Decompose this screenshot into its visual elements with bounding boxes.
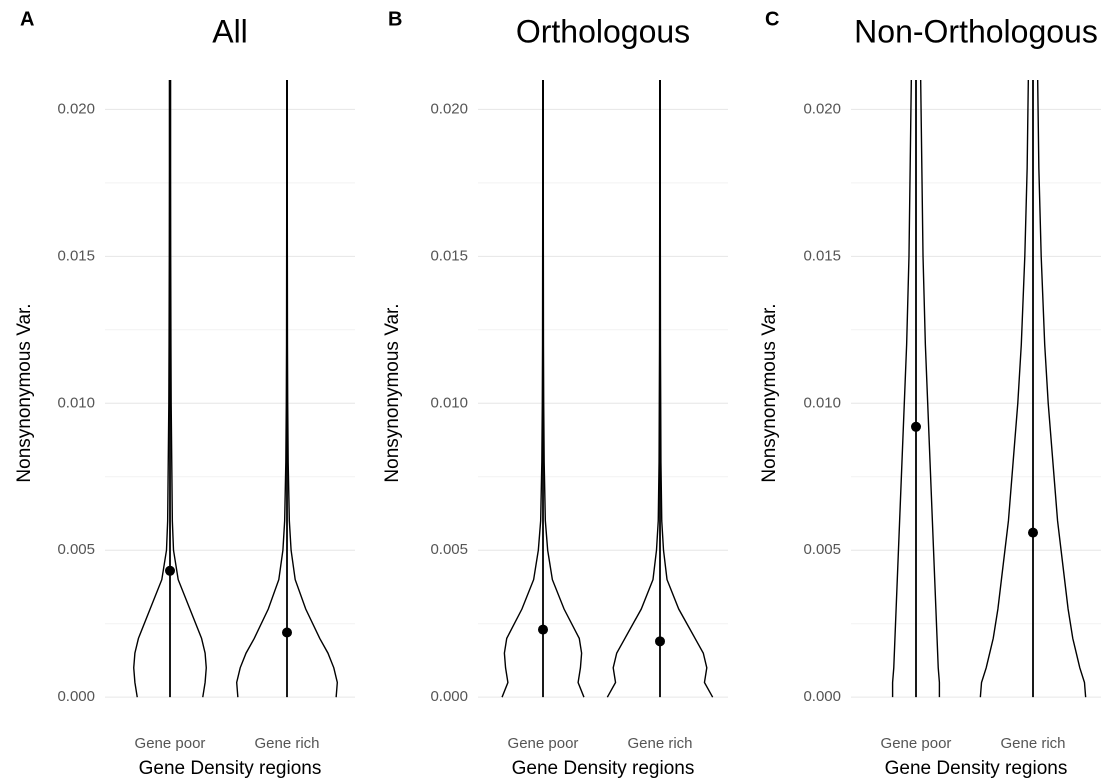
y-tick-label: 0.015 — [57, 247, 95, 264]
y-tick-label: 0.000 — [803, 688, 841, 705]
violin-left — [891, 79, 913, 698]
x-axis-label: Gene Density regions — [139, 758, 322, 779]
violin-right — [286, 80, 339, 698]
mean-point — [655, 636, 665, 647]
y-tick-label: 0.000 — [57, 688, 95, 705]
y-tick-label: 0.005 — [430, 541, 468, 558]
y-tick-label: 0.000 — [430, 688, 468, 705]
chart-title: Non-Orthologous — [854, 13, 1098, 49]
y-tick-label: 0.015 — [430, 247, 468, 264]
x-axis-label: Gene Density regions — [885, 758, 1068, 779]
panel-label: B — [388, 8, 402, 30]
x-axis-label: Gene Density regions — [512, 758, 695, 779]
violin-right — [659, 80, 714, 698]
x-tick-label: Gene rich — [254, 735, 319, 752]
y-tick-label: 0.005 — [57, 541, 95, 558]
x-tick-label: Gene rich — [1000, 735, 1065, 752]
violin-left — [133, 80, 171, 698]
y-axis-label: Nonsynonymous Var. — [14, 303, 35, 482]
y-tick-label: 0.010 — [57, 394, 95, 411]
y-tick-label: 0.020 — [57, 100, 95, 117]
violin-right — [1036, 79, 1087, 698]
chart-title: All — [212, 13, 248, 49]
y-axis-label: Nonsynonymous Var. — [382, 303, 403, 482]
y-tick-label: 0.015 — [803, 247, 841, 264]
panel-label: A — [20, 8, 34, 30]
y-tick-label: 0.020 — [430, 100, 468, 117]
y-tick-label: 0.020 — [803, 100, 841, 117]
x-tick-label: Gene poor — [508, 735, 579, 752]
mean-point — [1028, 527, 1038, 538]
mean-point — [165, 565, 175, 576]
violin-left — [501, 80, 544, 698]
violin-right — [169, 80, 207, 698]
y-tick-label: 0.010 — [430, 394, 468, 411]
mean-point — [282, 627, 292, 638]
y-tick-label: 0.005 — [803, 541, 841, 558]
mean-point — [911, 421, 921, 432]
x-tick-label: Gene poor — [135, 735, 206, 752]
violin-left — [606, 80, 661, 698]
x-tick-label: Gene rich — [627, 735, 692, 752]
y-tick-label: 0.010 — [803, 394, 841, 411]
violin-left — [235, 80, 288, 698]
chart-title: Orthologous — [516, 13, 690, 49]
panel-label: C — [765, 8, 779, 30]
violin-right — [919, 79, 941, 698]
x-tick-label: Gene poor — [881, 735, 952, 752]
violin-left — [979, 79, 1030, 698]
y-axis-label: Nonsynonymous Var. — [759, 303, 780, 482]
violin-right — [542, 80, 585, 698]
mean-point — [538, 624, 548, 635]
